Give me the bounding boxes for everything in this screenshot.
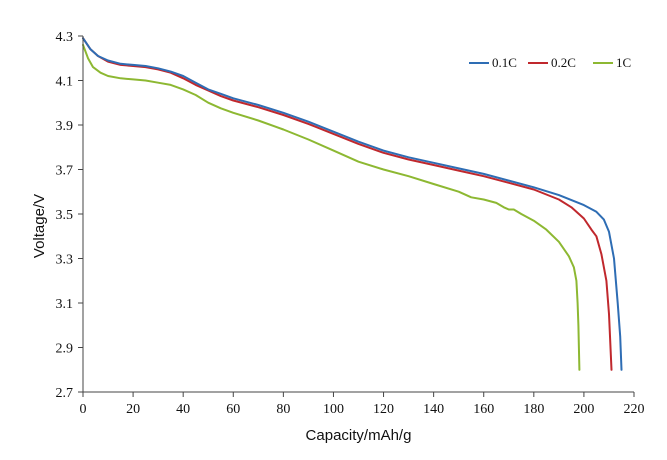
x-tick-label: 0 (80, 402, 87, 417)
x-tick-label: 140 (423, 402, 444, 417)
y-tick-label: 3.9 (56, 119, 74, 134)
series-line-0-1c (82, 37, 623, 371)
x-axis-ticks: 0 20 40 60 80 100 120 140 160 180 200 220 (80, 392, 645, 417)
y-axis-ticks: 4.3 4.1 3.9 3.7 3.5 3.3 3.1 2.9 2.7 (56, 30, 83, 401)
x-tick-label: 40 (176, 402, 190, 417)
legend-label: 0.2C (551, 55, 576, 70)
legend: 0.1C 0.2C 1C (469, 55, 631, 70)
axes (82, 36, 634, 393)
x-tick-label: 60 (226, 402, 240, 417)
y-tick-label: 2.9 (56, 342, 74, 357)
series-lines (82, 37, 623, 371)
series-line-0-2c (82, 37, 613, 371)
x-tick-label: 80 (276, 402, 290, 417)
x-tick-label: 160 (473, 402, 494, 417)
series-line-1c (82, 43, 581, 371)
x-tick-label: 20 (126, 402, 140, 417)
x-axis-title: Capacity/mAh/g (306, 427, 412, 444)
y-tick-label: 4.3 (56, 30, 74, 45)
y-tick-label: 3.1 (56, 297, 74, 312)
x-tick-label: 200 (573, 402, 594, 417)
y-tick-label: 3.3 (56, 253, 74, 268)
y-tick-label: 2.7 (56, 386, 74, 401)
x-tick-label: 180 (523, 402, 544, 417)
x-tick-label: 100 (323, 402, 344, 417)
x-tick-label: 120 (373, 402, 394, 417)
x-tick-label: 220 (624, 402, 645, 417)
y-tick-label: 3.5 (56, 208, 74, 223)
y-tick-label: 4.1 (56, 75, 74, 90)
legend-label: 0.1C (492, 55, 517, 70)
legend-label: 1C (616, 55, 631, 70)
y-axis-title: Voltage/V (31, 194, 48, 258)
y-tick-label: 3.7 (56, 164, 74, 179)
